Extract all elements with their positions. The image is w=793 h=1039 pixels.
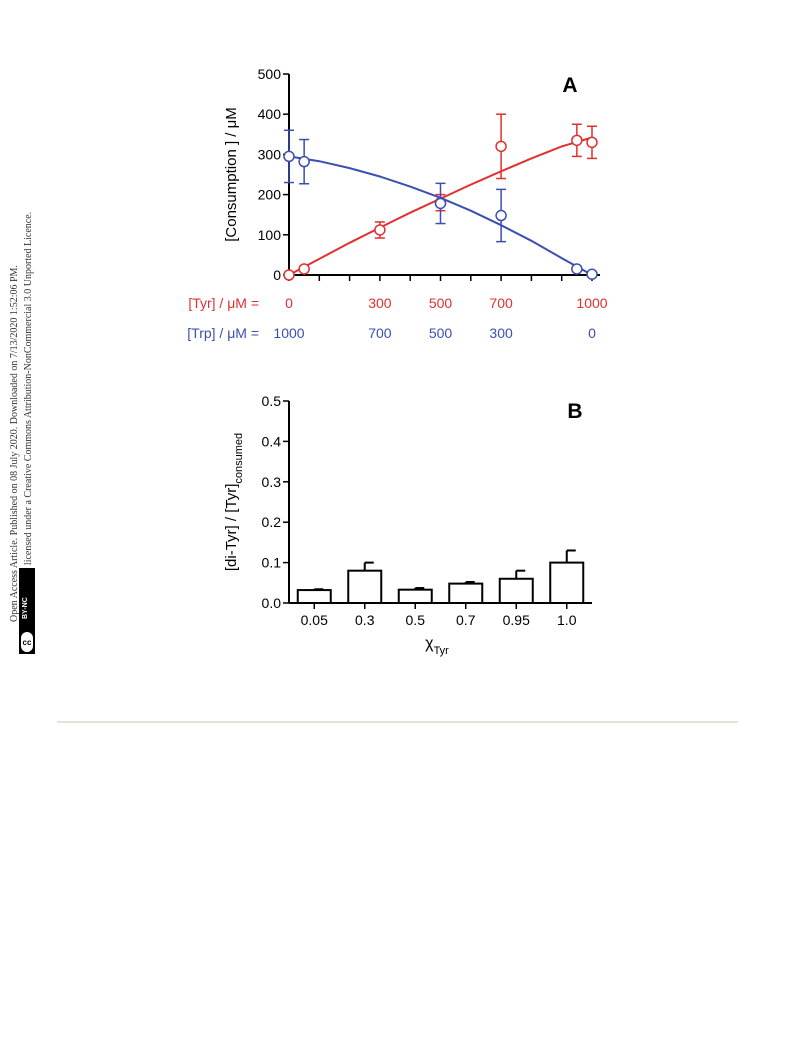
trp-point — [283, 150, 295, 163]
trp-tick-label: 700 — [368, 325, 392, 341]
trp-point — [586, 268, 598, 280]
trp-tick-label: 0 — [588, 325, 596, 341]
bar — [498, 577, 534, 605]
x-tick-label: 0.5 — [406, 612, 426, 628]
y-tick-label: 0.1 — [262, 555, 282, 571]
tyr-tick-label: 0 — [285, 295, 293, 311]
tyr-point — [298, 263, 310, 275]
bar — [347, 569, 383, 604]
chart-a: 0 100 200 300 400 500 [Consumption ] / μM A [Tyr… — [187, 66, 608, 341]
y-tick-label: 0.3 — [262, 474, 282, 490]
tyr-tick-label: 1000 — [576, 295, 607, 311]
y-tick-label: 400 — [258, 106, 282, 122]
bar — [296, 589, 332, 605]
y-tick-label: 500 — [258, 66, 282, 82]
y-tick-label: 300 — [258, 146, 282, 162]
tyr-point — [571, 134, 583, 147]
x-axis-label: χTyr — [425, 635, 449, 657]
trp-tick-label: 300 — [489, 325, 513, 341]
tyr-tick-label: 500 — [429, 295, 453, 311]
panel-label: A — [562, 74, 577, 97]
tyr-point — [283, 269, 295, 281]
y-axis-label-subscript: consumed — [233, 433, 245, 484]
bar — [448, 582, 484, 604]
y-tick-label: 200 — [258, 187, 282, 203]
tyr-tick-label: 300 — [368, 295, 392, 311]
trp-tick-label: 500 — [429, 325, 453, 341]
chart-b: 0.0 0.1 0.2 0.3 0.4 0.5 [di-Tyr] / [Tyr]consum… — [223, 393, 592, 657]
x-tick-label: 0.3 — [355, 612, 375, 628]
trp-point — [298, 155, 310, 168]
tyr-tick-label: 700 — [489, 295, 513, 311]
trp-point — [571, 263, 583, 275]
x-tick-label: 0.7 — [456, 612, 476, 628]
tyr-point — [586, 136, 598, 149]
trp-row-label: [Trp] / μM = — [187, 325, 259, 341]
x-tick-label: 1.0 — [557, 612, 577, 628]
bar — [397, 588, 433, 605]
tyr-point — [374, 224, 386, 236]
y-tick-label: 0.2 — [262, 514, 282, 530]
cc-icon: cc — [21, 632, 33, 652]
y-tick-label: 0 — [273, 267, 281, 283]
y-tick-label: 0.0 — [262, 595, 282, 611]
x-tick-label: 0.95 — [503, 612, 530, 628]
y-axis-label: [Consumption ] / μM — [223, 107, 240, 242]
x-axis-label-subscript: Tyr — [434, 645, 450, 657]
tyr-row-label: [Tyr] / μM = — [188, 295, 259, 311]
cc-license-badge[interactable]: cc BY-NC — [19, 568, 35, 654]
tyr-point — [495, 140, 507, 153]
bar — [549, 561, 585, 604]
y-tick-label: 100 — [258, 227, 282, 243]
panel-label: B — [567, 400, 582, 423]
y-tick-label: 0.5 — [262, 393, 282, 409]
trp-point — [434, 197, 447, 210]
trp-tick-label: 1000 — [273, 325, 304, 341]
y-tick-label: 0.4 — [262, 433, 282, 449]
y-axis-label: [di-Tyr] / [Tyr]consumed — [223, 433, 245, 571]
page-divider — [57, 721, 738, 723]
x-tick-label: 0.05 — [301, 612, 328, 628]
trp-point — [495, 209, 507, 222]
